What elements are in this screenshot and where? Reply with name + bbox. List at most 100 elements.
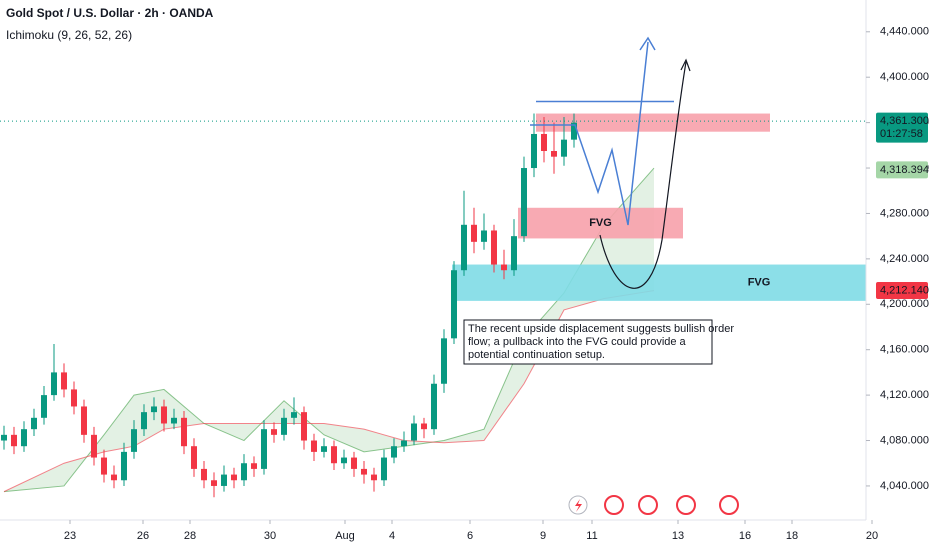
curve-arrowhead [680,58,691,72]
price-label: 4,318.394 [880,164,929,176]
zone [518,207,683,239]
candle-body [301,412,307,441]
candle-body [551,151,557,157]
x-tick-label: 11 [586,530,597,542]
x-tick-label: 4 [389,530,395,542]
candle-body [11,434,17,447]
x-tick-label: 13 [672,530,684,542]
x-tick-label: 16 [739,530,751,542]
projection-path [530,41,649,226]
note-line: flow; a pullback into the FVG could prov… [468,336,687,348]
x-tick-label: Aug [335,530,355,542]
price-label-box [876,281,928,299]
candle-body [131,429,137,452]
candle-body [241,463,247,481]
candle-body [191,446,197,469]
countdown: 01:27:58 [880,128,923,140]
candle-body [171,417,177,424]
projection-curve [599,61,687,289]
candle-body [271,429,277,435]
zone-label: FVG [589,217,612,229]
x-tick-label: 18 [786,530,798,542]
price-label-box [876,161,928,179]
event-icon[interactable] [604,495,624,515]
event-icons[interactable] [568,495,739,515]
x-tick-label: 26 [137,530,149,542]
chart-title: Gold Spot / U.S. Dollar · 2h · OANDA [6,6,214,20]
candle-body [141,412,147,430]
candle-body [331,446,337,464]
candle-body [91,434,97,458]
candle-body [41,395,47,418]
candle-body [431,383,437,430]
price-label: 4,212.140 [880,284,929,296]
y-tick-label: 4,080.000 [880,434,929,446]
candle-body [221,474,227,486]
x-tick-label: 23 [64,530,76,542]
candle-body [341,457,347,464]
x-tick-label: 6 [467,530,473,542]
x-tick-label: 28 [184,530,196,542]
candle-body [501,264,507,271]
candle-body [1,434,7,441]
y-tick-label: 4,200.000 [880,298,929,310]
candle-body [371,474,377,481]
event-icon[interactable] [676,495,696,515]
y-tick-label: 4,440.000 [880,26,929,38]
candle-body [101,457,107,475]
y-tick-label: 4,240.000 [880,253,929,265]
candle-body [321,446,327,452]
candle-body [401,440,407,447]
candle-body [561,139,567,157]
y-tick-label: 4,120.000 [880,389,929,401]
event-icon-glyph [575,499,582,512]
y-tick-label: 4,040.000 [880,480,929,492]
candle-body [61,372,67,390]
y-tick-label: 4,160.000 [880,344,929,356]
x-tick-label: 9 [540,530,546,542]
candle-body [201,468,207,481]
candle-body [471,224,477,242]
candle-body [391,446,397,458]
candle-body [121,451,127,481]
zone [452,264,866,301]
y-tick-label: 4,400.000 [880,71,929,83]
x-tick-label: 20 [866,530,878,542]
y-tick-label: 4,280.000 [880,207,929,219]
candle-body [461,224,467,271]
candle-body [541,133,547,152]
x-tick-label: 30 [264,530,276,542]
candle-body [291,412,297,418]
candle-body [351,457,357,469]
candle-body [81,406,87,435]
candle-body [251,463,257,469]
candle-body [311,440,317,452]
candle-body [211,480,217,486]
note-box [463,319,713,365]
candle-body [361,468,367,475]
event-icon[interactable] [719,495,739,515]
candle-body [161,406,167,424]
candle-body [491,230,497,265]
zone [536,113,770,132]
note-line: potential continuation setup. [468,349,605,361]
candle-body [441,338,447,384]
candle-body [571,122,577,140]
event-icon[interactable] [638,495,658,515]
candle-body [71,389,77,407]
candle-body [281,417,287,435]
candle-body [511,236,517,271]
candle-body [531,133,537,169]
candle-body [231,474,237,481]
price-label: 4,361.300 [880,115,929,127]
candle-body [411,423,417,441]
price-label-box [876,112,928,143]
candle-body [261,429,267,469]
zone-label: FVG [748,277,771,289]
candle-body [21,429,27,447]
candle-body [451,270,457,339]
candle-body [421,423,427,430]
candle-body [181,417,187,447]
candle-body [521,168,527,237]
